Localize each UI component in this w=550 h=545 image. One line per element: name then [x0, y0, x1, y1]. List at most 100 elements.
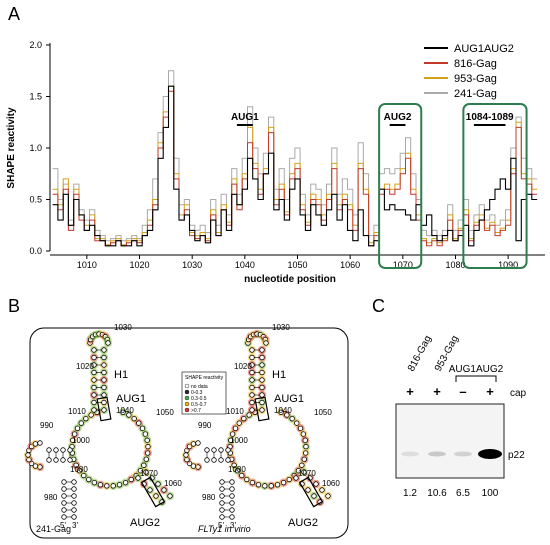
- cap-sign: –: [459, 384, 466, 399]
- nucleotide: [249, 384, 255, 391]
- nucleotide: [229, 500, 235, 506]
- label-aug2: AUG2: [288, 517, 318, 529]
- blot-band: [454, 451, 472, 457]
- x-tick-label: 1070: [393, 260, 413, 270]
- nucleotide: [71, 500, 77, 506]
- position-number: 1030: [272, 323, 290, 332]
- shape-legend-label: 0.3-0.5: [191, 396, 207, 402]
- nucleotide: [61, 507, 67, 513]
- x-tick-label: 1060: [340, 260, 360, 270]
- position-number: 980: [44, 493, 58, 502]
- nucleotide: [259, 399, 265, 406]
- position-number: 1070: [140, 469, 158, 478]
- position-number: 1010: [68, 407, 86, 416]
- nucleotide: [155, 481, 161, 487]
- nucleotide: [255, 482, 262, 488]
- position-number: 1070: [298, 469, 316, 478]
- nucleotide: [32, 463, 39, 469]
- aug2-box: [298, 476, 324, 508]
- nucleotide: [120, 409, 126, 416]
- shape-chart: 0.0 0.5 1.0 1.5 2.0 1010 1020 1030 1040 1050 1060…: [29, 40, 545, 270]
- highlight-boxes: [378, 103, 528, 269]
- nucleotide: [74, 425, 81, 432]
- position-number: 1000: [72, 436, 90, 445]
- nucleotide: [32, 441, 39, 447]
- label-h1: H1: [272, 369, 286, 381]
- nucleotide: [229, 479, 235, 485]
- nucleotide: [101, 407, 107, 413]
- panel-c-letter: C: [372, 296, 385, 316]
- annotation-label: AUG1: [231, 112, 259, 123]
- label-3-prime: 3': [72, 521, 78, 530]
- nucleotide: [274, 482, 281, 488]
- nucleotide: [46, 457, 52, 463]
- nucleotide: [142, 431, 149, 437]
- nucleotide: [293, 475, 299, 481]
- shape-legend-title: SHAPE reactivity: [185, 375, 224, 381]
- nucleotide: [110, 483, 116, 489]
- nucleotide: [61, 500, 67, 506]
- shape-legend-swatch: [184, 401, 190, 407]
- x-tick-label: 1090: [498, 260, 518, 270]
- aug1-box: [254, 396, 270, 422]
- series-line-241-Gag: [52, 70, 538, 242]
- nucleotide: [218, 457, 224, 463]
- x-tick-label: 1010: [77, 260, 97, 270]
- nucleotide: [141, 462, 147, 468]
- nucleotide: [259, 377, 265, 383]
- nucleotide: [302, 450, 309, 456]
- nucleotide: [284, 412, 290, 418]
- nucleotide: [101, 384, 107, 391]
- nucleotide: [61, 479, 67, 485]
- panel-a-letter: A: [8, 4, 20, 24]
- y-tick-label: 1.5: [29, 92, 42, 102]
- nucleotide: [229, 507, 235, 513]
- highlight-box: [462, 103, 528, 269]
- nucleotide: [303, 443, 309, 450]
- nucleotide: [135, 475, 141, 481]
- nucleotide: [259, 354, 265, 361]
- nucleotide: [116, 482, 123, 488]
- aug1-box: [96, 396, 112, 422]
- nucleotide: [301, 456, 307, 462]
- shape-legend-label: 0.5-0.7: [191, 402, 207, 408]
- nucleotide: [91, 399, 97, 406]
- nucleotide: [259, 384, 265, 391]
- label-h1: H1: [114, 369, 128, 381]
- legend-label: AUG1AUG2: [454, 43, 514, 55]
- nucleotide: [91, 384, 97, 391]
- nucleotide: [60, 457, 66, 463]
- nucleotide: [105, 340, 111, 346]
- nucleotide: [204, 457, 210, 463]
- quant-value: 10.6: [427, 488, 447, 499]
- position-number: 1020: [234, 362, 252, 371]
- shape-legend-label: 0-0.3: [191, 390, 203, 396]
- nucleotide: [190, 441, 197, 447]
- nucleotide: [325, 493, 331, 499]
- nucleotide: [278, 409, 284, 416]
- blot-band: [401, 451, 419, 457]
- nucleotide: [249, 399, 255, 406]
- label-aug2: AUG2: [130, 517, 160, 529]
- label-aug1: AUG1: [116, 393, 146, 405]
- nucleotide: [262, 483, 268, 489]
- nucleotide: [81, 472, 87, 479]
- nucleotide: [122, 479, 129, 486]
- nucleotide: [144, 450, 151, 456]
- position-number: 1060: [164, 479, 182, 488]
- nucleotide: [225, 457, 231, 463]
- aug2-box: [140, 476, 166, 508]
- nucleotide: [219, 507, 225, 513]
- cap-sign: +: [406, 384, 414, 399]
- nucleotide: [228, 437, 234, 443]
- label-3-prime: 3': [230, 521, 236, 530]
- nucleotide: [249, 377, 255, 383]
- legend-label: 953-Gag: [454, 73, 497, 85]
- position-number: 990: [40, 421, 54, 430]
- nucleotide: [53, 457, 59, 463]
- nucleotide: [239, 472, 245, 479]
- legend-label: 816-Gag: [454, 58, 497, 70]
- x-tick-label: 1040: [235, 260, 255, 270]
- nucleotide: [91, 347, 97, 353]
- position-number: 1040: [274, 406, 292, 415]
